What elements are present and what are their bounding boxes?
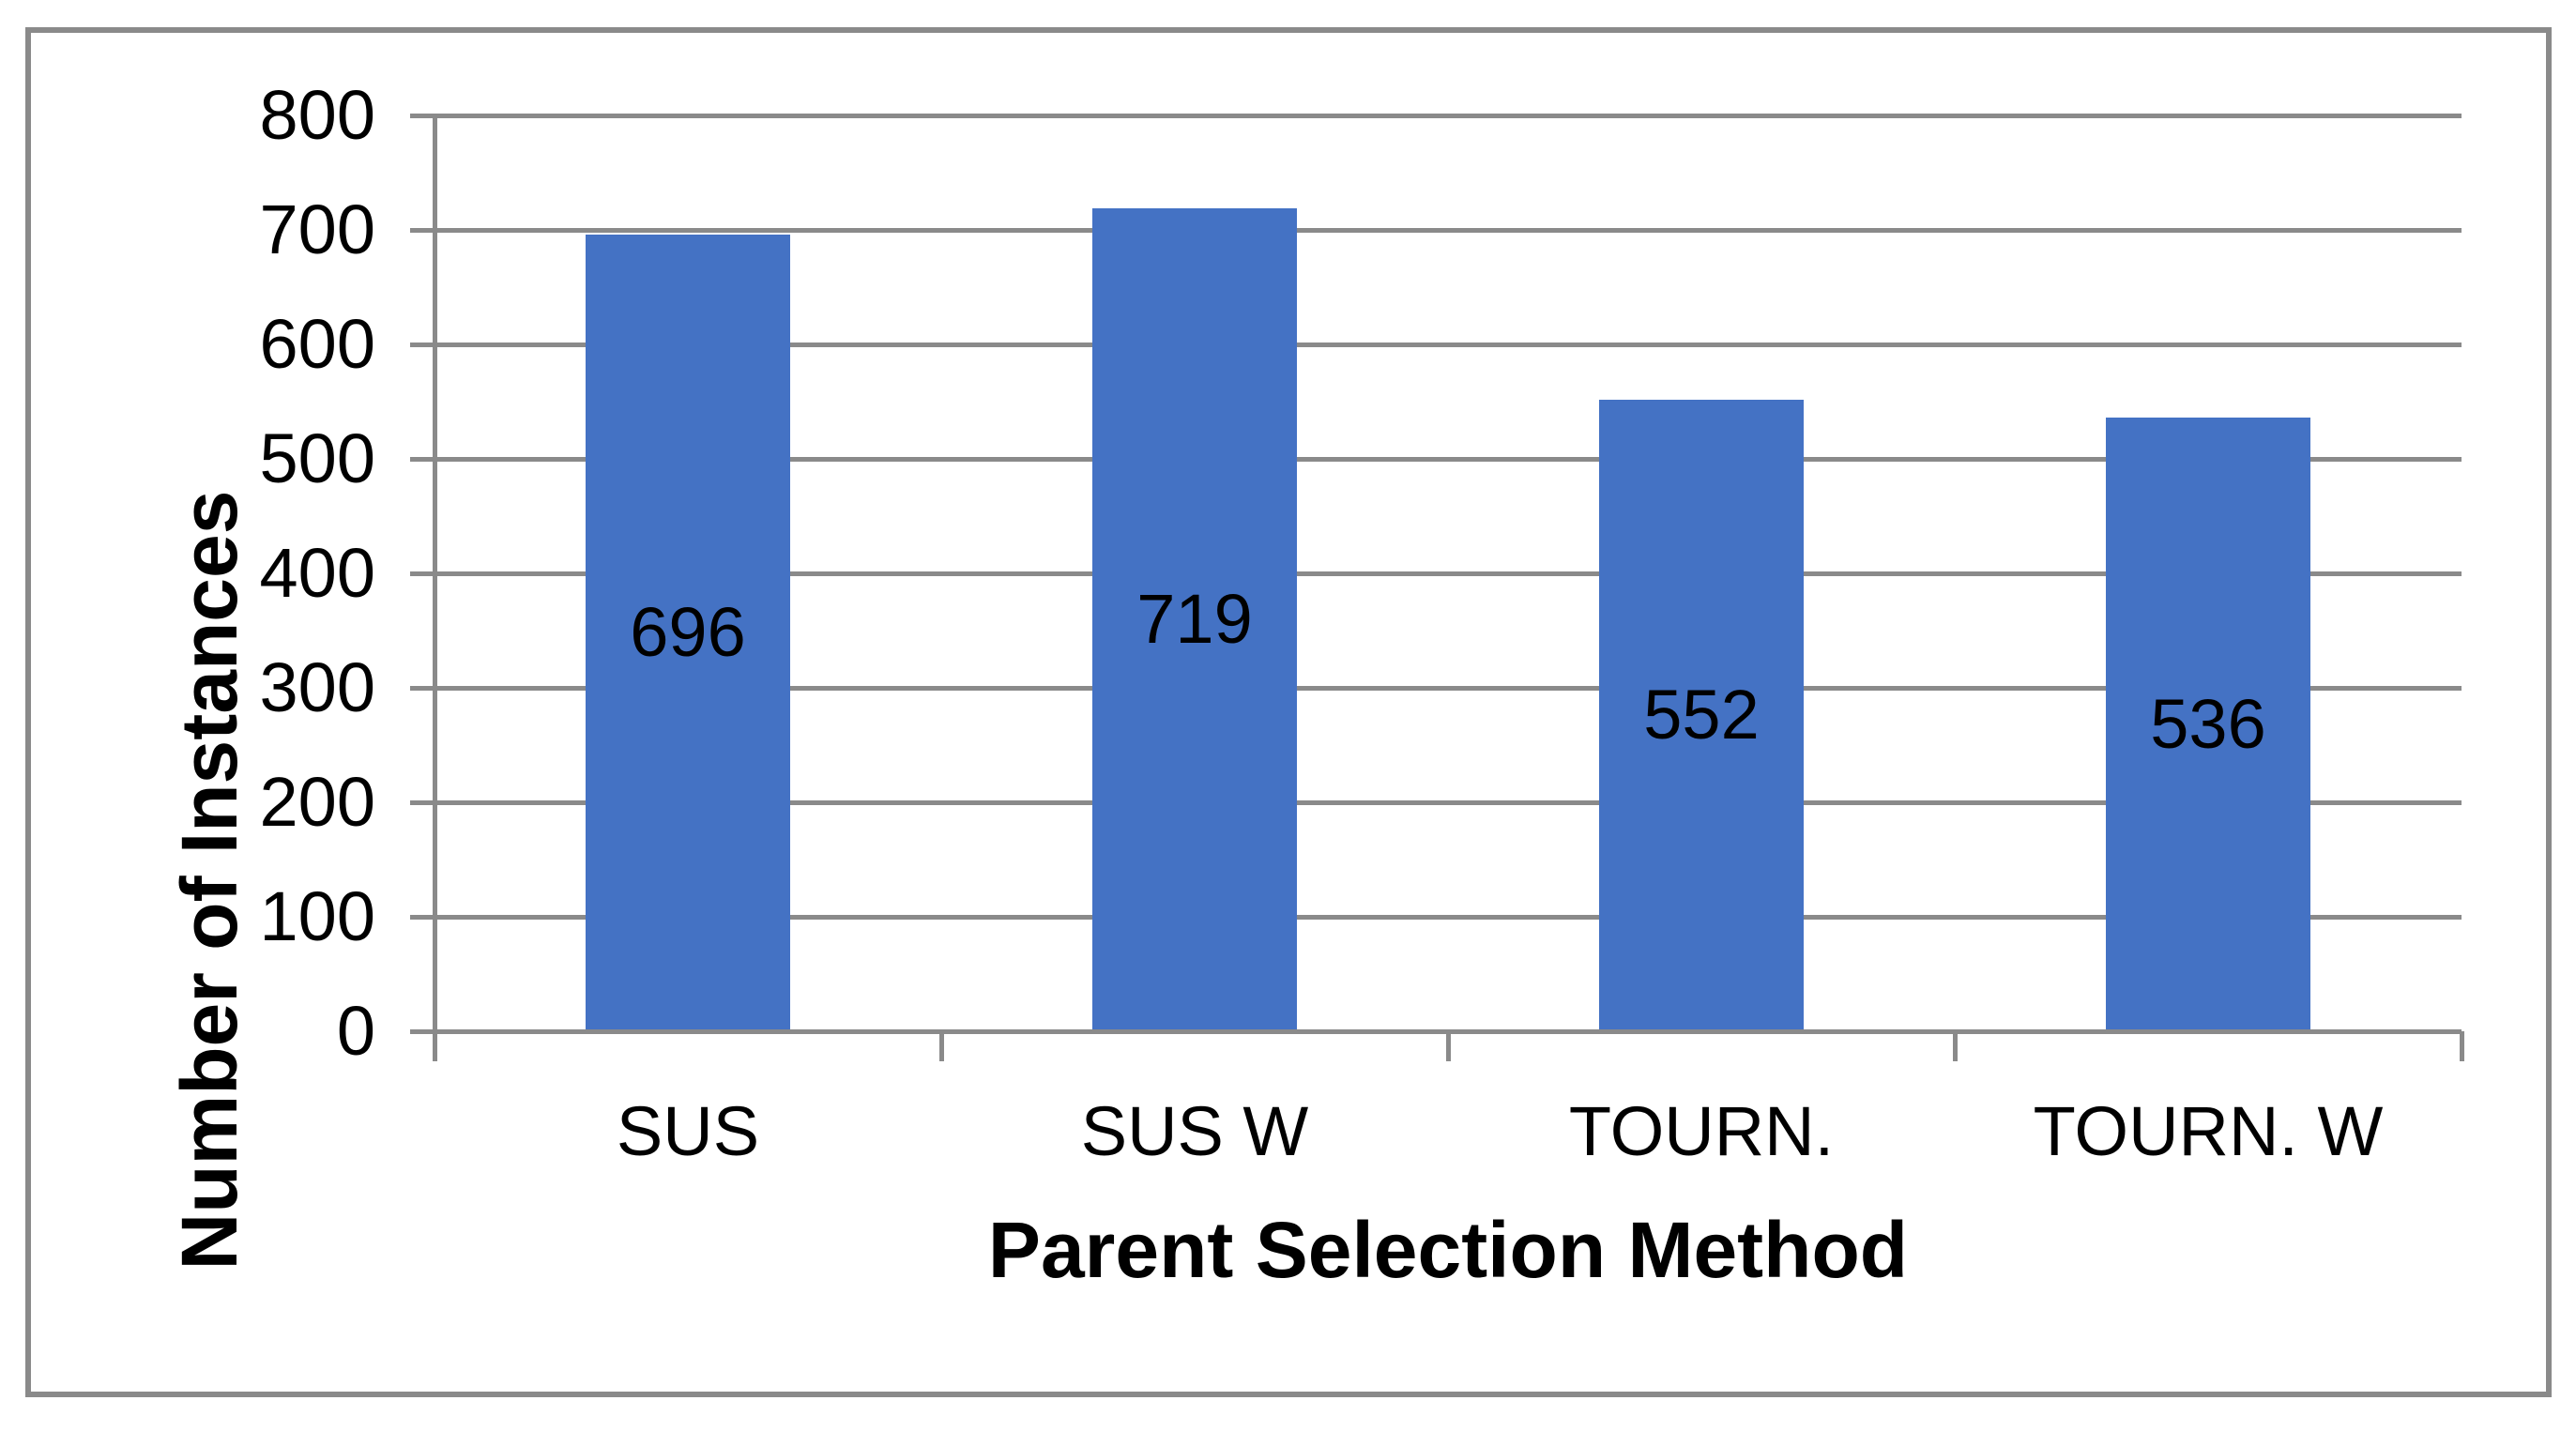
x-category-label: SUS W [1080, 1092, 1309, 1170]
bar-label: 696 [630, 593, 746, 671]
y-tick-label-300: 300 [259, 648, 375, 726]
bar-sus [586, 235, 790, 1031]
x-tick-1 [939, 1031, 944, 1061]
x-tick-2 [1446, 1031, 1451, 1061]
chart-border [25, 27, 2552, 1397]
y-tick-label-700: 700 [259, 190, 375, 268]
y-axis-line [433, 115, 437, 1061]
x-axis-line [410, 1029, 2462, 1034]
bar-tourn- [1599, 400, 1804, 1031]
y-tick-label-100: 100 [259, 877, 375, 955]
x-tick-4 [2460, 1031, 2464, 1061]
bar-tourn-w [2106, 418, 2310, 1031]
x-tick-3 [1953, 1031, 1958, 1061]
x-category-label: SUS [616, 1092, 760, 1170]
gridline-700 [410, 228, 2462, 233]
gridline-300 [410, 686, 2462, 691]
y-tick-label-500: 500 [259, 419, 375, 497]
bar-label: 552 [1643, 676, 1760, 754]
x-axis-title: Parent Selection Method [987, 1206, 1909, 1294]
y-tick-label-0: 0 [336, 992, 375, 1070]
gridline-500 [410, 457, 2462, 462]
gridline-600 [410, 343, 2462, 347]
bar-label: 536 [2150, 685, 2266, 763]
y-tick-label-800: 800 [259, 76, 375, 154]
bar-label: 719 [1136, 580, 1253, 658]
y-tick-label-400: 400 [259, 534, 375, 612]
y-tick-label-200: 200 [259, 763, 375, 841]
gridline-400 [410, 571, 2462, 576]
gridline-100 [410, 915, 2462, 920]
y-tick-label-600: 600 [259, 305, 375, 383]
x-category-label: TOURN. W [2033, 1092, 2384, 1170]
x-category-label: TOURN. [1568, 1092, 1835, 1170]
gridline-800 [410, 114, 2462, 118]
y-axis-title: Number of Instances [165, 490, 253, 1271]
bar-sus-w [1092, 208, 1297, 1031]
gridline-200 [410, 800, 2462, 805]
